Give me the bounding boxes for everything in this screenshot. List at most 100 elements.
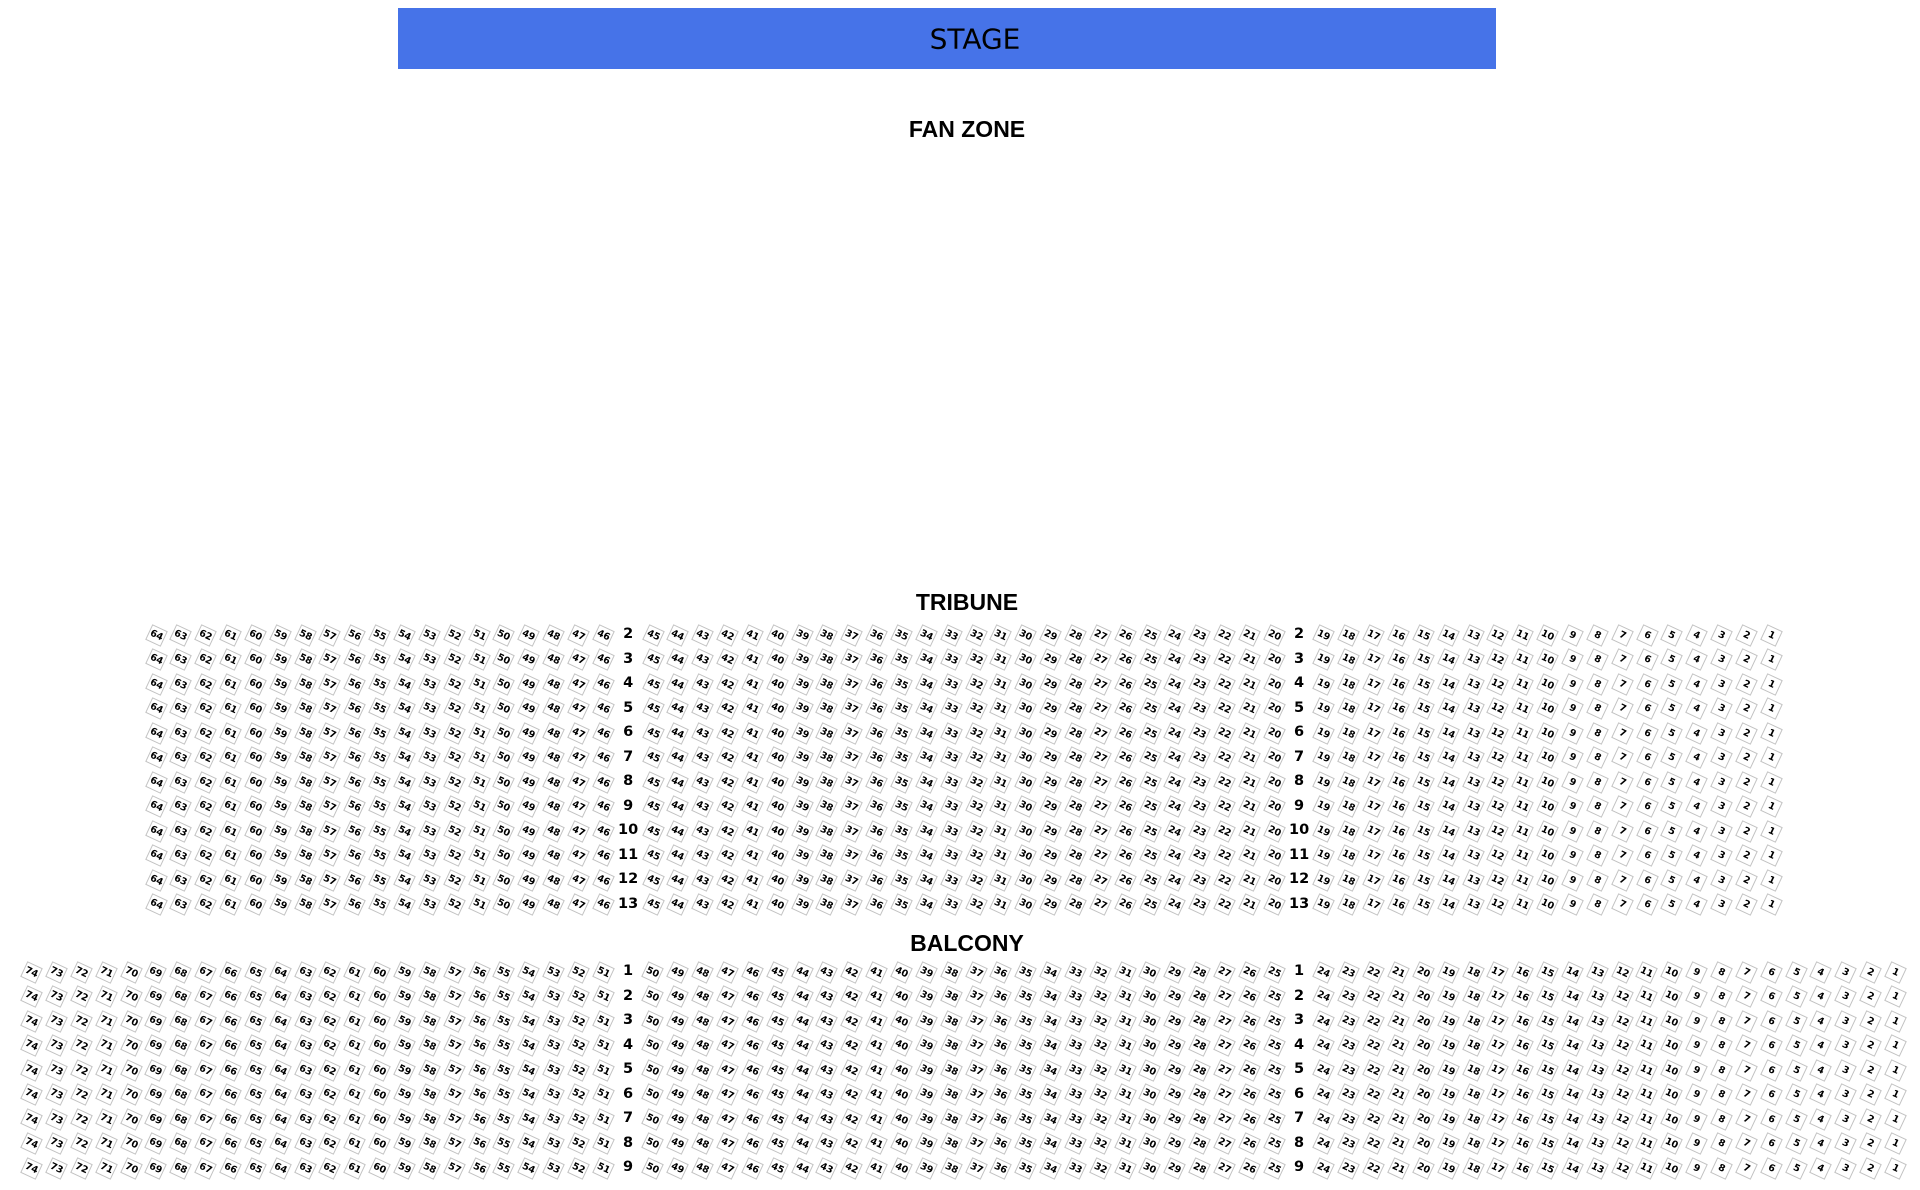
- seat[interactable]: 15: [1412, 697, 1435, 720]
- seat[interactable]: 44: [666, 893, 690, 916]
- seat[interactable]: 47: [716, 985, 739, 1008]
- seat[interactable]: 37: [964, 1083, 988, 1106]
- seat[interactable]: 9: [1685, 1034, 1708, 1057]
- seat[interactable]: 29: [1039, 721, 1062, 745]
- seat[interactable]: 40: [765, 746, 789, 769]
- seat[interactable]: 43: [815, 1083, 839, 1106]
- seat[interactable]: 29: [1163, 985, 1187, 1008]
- seat[interactable]: 42: [716, 868, 739, 892]
- seat[interactable]: 39: [790, 623, 814, 647]
- seat[interactable]: 55: [368, 746, 391, 769]
- seat[interactable]: 52: [567, 1132, 590, 1155]
- seat[interactable]: 26: [1113, 893, 1137, 916]
- seat[interactable]: 12: [1486, 648, 1510, 671]
- seat[interactable]: 3: [1710, 697, 1733, 720]
- seat[interactable]: 64: [268, 1156, 292, 1180]
- seat[interactable]: 19: [1312, 868, 1336, 892]
- seat[interactable]: 62: [194, 893, 217, 916]
- seat[interactable]: 2: [1735, 770, 1758, 794]
- seat[interactable]: 66: [219, 1083, 242, 1106]
- seat[interactable]: 50: [641, 1083, 665, 1106]
- seat[interactable]: 34: [915, 672, 938, 696]
- seat[interactable]: 23: [1337, 1156, 1361, 1180]
- seat[interactable]: 42: [840, 1034, 864, 1057]
- seat[interactable]: 72: [70, 1132, 93, 1155]
- seat[interactable]: 73: [45, 1009, 68, 1033]
- seat[interactable]: 68: [169, 1034, 193, 1057]
- seat[interactable]: 43: [691, 721, 714, 745]
- seat[interactable]: 27: [1089, 844, 1112, 867]
- seat[interactable]: 37: [840, 795, 864, 818]
- seat[interactable]: 37: [964, 985, 988, 1008]
- seat[interactable]: 21: [1238, 648, 1261, 671]
- seat[interactable]: 65: [244, 1132, 267, 1155]
- seat[interactable]: 59: [268, 746, 292, 769]
- seat[interactable]: 54: [393, 648, 416, 671]
- seat[interactable]: 74: [20, 1034, 43, 1057]
- seat[interactable]: 49: [666, 960, 690, 984]
- seat[interactable]: 7: [1610, 868, 1634, 892]
- seat[interactable]: 42: [840, 1009, 864, 1033]
- seat[interactable]: 26: [1113, 746, 1137, 769]
- seat[interactable]: 28: [1188, 1009, 1211, 1033]
- seat[interactable]: 46: [741, 1107, 764, 1131]
- seat[interactable]: 54: [393, 623, 416, 647]
- seat[interactable]: 11: [1511, 648, 1535, 671]
- seat[interactable]: 56: [343, 721, 367, 745]
- seat[interactable]: 32: [964, 844, 988, 867]
- seat[interactable]: 44: [666, 648, 690, 671]
- seat[interactable]: 20: [1412, 1034, 1435, 1057]
- seat[interactable]: 24: [1163, 623, 1187, 647]
- seat[interactable]: 39: [915, 1009, 938, 1033]
- seat[interactable]: 54: [517, 1034, 540, 1057]
- seat[interactable]: 1: [1759, 672, 1783, 696]
- seat[interactable]: 15: [1412, 868, 1435, 892]
- seat[interactable]: 5: [1784, 1083, 1808, 1106]
- seat[interactable]: 18: [1337, 721, 1361, 745]
- seat[interactable]: 32: [964, 746, 988, 769]
- seat[interactable]: 32: [964, 672, 988, 696]
- seat[interactable]: 32: [964, 697, 988, 720]
- seat[interactable]: 69: [144, 1132, 168, 1155]
- seat[interactable]: 42: [840, 1107, 864, 1131]
- seat[interactable]: 74: [20, 1083, 43, 1106]
- seat[interactable]: 13: [1461, 819, 1485, 843]
- seat[interactable]: 39: [915, 1156, 938, 1180]
- seat[interactable]: 49: [517, 648, 541, 671]
- seat[interactable]: 39: [790, 844, 814, 867]
- seat[interactable]: 55: [368, 648, 391, 671]
- seat[interactable]: 52: [567, 1034, 590, 1057]
- seat[interactable]: 4: [1685, 746, 1708, 769]
- seat[interactable]: 9: [1561, 648, 1584, 671]
- seat[interactable]: 15: [1536, 1132, 1559, 1155]
- seat[interactable]: 74: [20, 1132, 43, 1155]
- seat[interactable]: 34: [1039, 1156, 1062, 1180]
- seat[interactable]: 61: [219, 795, 242, 818]
- seat[interactable]: 16: [1387, 893, 1410, 916]
- seat[interactable]: 1: [1759, 623, 1783, 647]
- seat[interactable]: 36: [989, 1058, 1013, 1082]
- seat[interactable]: 2: [1735, 721, 1758, 745]
- seat[interactable]: 59: [268, 648, 292, 671]
- seat[interactable]: 6: [1759, 1058, 1783, 1082]
- seat[interactable]: 62: [194, 819, 217, 843]
- seat[interactable]: 56: [467, 1083, 491, 1106]
- seat[interactable]: 42: [840, 1156, 864, 1180]
- seat[interactable]: 14: [1561, 1132, 1584, 1155]
- seat[interactable]: 17: [1486, 1083, 1510, 1106]
- seat[interactable]: 18: [1337, 623, 1361, 647]
- seat[interactable]: 23: [1337, 1132, 1361, 1155]
- seat[interactable]: 67: [194, 1009, 217, 1033]
- seat[interactable]: 60: [368, 1034, 391, 1057]
- seat[interactable]: 72: [70, 1156, 93, 1180]
- seat[interactable]: 50: [641, 1132, 665, 1155]
- seat[interactable]: 10: [1536, 697, 1559, 720]
- seat[interactable]: 31: [989, 672, 1013, 696]
- seat[interactable]: 6: [1635, 893, 1659, 916]
- seat[interactable]: 21: [1238, 893, 1261, 916]
- seat[interactable]: 33: [939, 721, 963, 745]
- seat[interactable]: 49: [517, 893, 541, 916]
- seat[interactable]: 17: [1486, 1034, 1510, 1057]
- seat[interactable]: 18: [1337, 648, 1361, 671]
- seat[interactable]: 50: [492, 623, 516, 647]
